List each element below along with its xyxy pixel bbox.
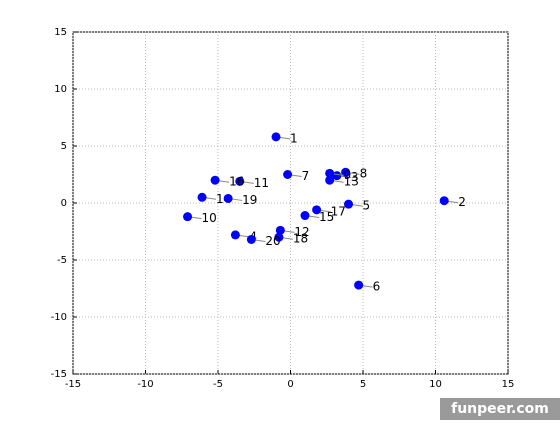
point	[246, 234, 256, 244]
point	[275, 225, 285, 235]
point	[274, 232, 284, 242]
point-label: 13	[344, 175, 359, 189]
point-label: 3	[351, 170, 359, 184]
y-tick-label: -5	[57, 255, 67, 266]
point-label: 17	[331, 204, 346, 218]
point-label: 10	[202, 211, 217, 225]
point-label: 11	[254, 176, 269, 190]
x-tick-label: 15	[502, 379, 515, 390]
watermark-bg	[440, 398, 560, 420]
x-tick-label: -5	[213, 379, 223, 390]
point	[354, 280, 364, 290]
point	[325, 168, 335, 178]
point-label: 19	[242, 193, 257, 207]
point	[235, 176, 245, 186]
point	[210, 175, 220, 185]
point-label: 9	[344, 168, 352, 182]
point	[183, 212, 193, 222]
point-label: 7	[302, 169, 310, 183]
x-tick-label: 5	[360, 379, 366, 390]
point	[341, 167, 351, 177]
y-tick-label: 10	[54, 84, 67, 95]
point	[439, 196, 449, 206]
point	[300, 211, 310, 221]
point	[230, 230, 240, 240]
x-tick-label: -10	[137, 379, 153, 390]
x-tick-label: 0	[287, 379, 293, 390]
point	[325, 175, 335, 185]
watermark: funpeer.com	[451, 401, 549, 417]
point-label: 15	[319, 210, 334, 224]
point	[283, 170, 293, 179]
point	[344, 199, 353, 209]
y-tick-label: -10	[51, 312, 67, 323]
point	[197, 192, 207, 202]
point-label: 6	[373, 280, 381, 294]
point-label: 18	[293, 232, 308, 246]
point	[312, 205, 322, 215]
x-tick-label: 10	[429, 379, 442, 390]
y-tick-label: 5	[61, 141, 67, 152]
x-tick-label: -15	[65, 379, 81, 390]
point-label: 12	[294, 225, 309, 239]
point	[271, 132, 281, 142]
y-tick-label: 0	[61, 198, 67, 209]
point-label: 5	[363, 199, 371, 213]
point-label: 8	[360, 167, 368, 181]
point-label: 20	[265, 234, 280, 248]
point	[332, 171, 342, 181]
point-label: 16	[229, 175, 244, 189]
y-tick-label: -15	[51, 369, 67, 380]
point	[223, 193, 233, 203]
point-label: 2	[458, 195, 466, 209]
point-label: 1	[290, 131, 298, 145]
y-tick-label: 15	[54, 27, 67, 38]
